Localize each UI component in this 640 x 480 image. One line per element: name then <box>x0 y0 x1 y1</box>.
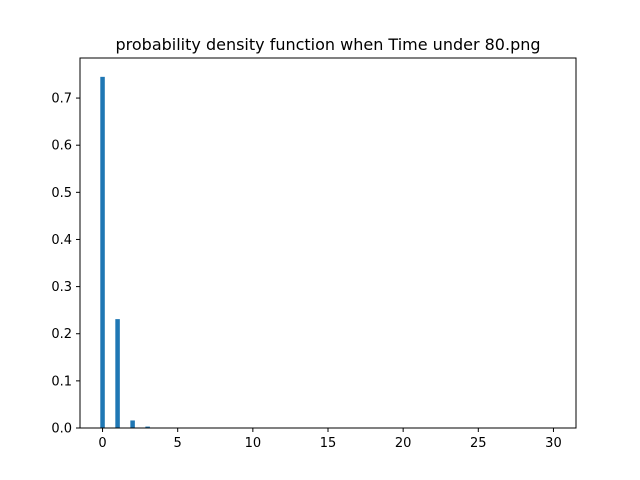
x-tick-label: 15 <box>320 436 337 451</box>
bar <box>100 76 105 428</box>
plot-frame <box>79 57 577 429</box>
bar <box>115 319 120 428</box>
y-tick-label: 0.3 <box>51 280 72 295</box>
bar <box>130 420 135 428</box>
x-tick-label: 5 <box>174 436 182 451</box>
x-axis-ticks: 0 5 10 15 20 25 30 <box>98 428 562 451</box>
y-axis-ticks: 0.0 0.1 0.2 0.3 0.4 0.5 0.6 0.7 <box>51 92 80 437</box>
chart-title: probability density function when Time u… <box>115 35 540 54</box>
y-tick-label: 0.1 <box>51 374 72 389</box>
y-tick-label: 0.6 <box>51 139 72 154</box>
x-tick-label: 10 <box>245 436 262 451</box>
x-tick-label: 25 <box>470 436 487 451</box>
x-tick-label: 20 <box>395 436 412 451</box>
bar <box>145 426 150 428</box>
y-tick-label: 0.2 <box>51 327 72 342</box>
y-tick-label: 0.0 <box>51 422 72 437</box>
bars <box>100 76 180 428</box>
x-tick-label: 0 <box>98 436 106 451</box>
x-tick-label: 30 <box>545 436 562 451</box>
y-tick-label: 0.5 <box>51 186 72 201</box>
y-tick-label: 0.4 <box>51 233 72 248</box>
y-tick-label: 0.7 <box>51 92 72 107</box>
